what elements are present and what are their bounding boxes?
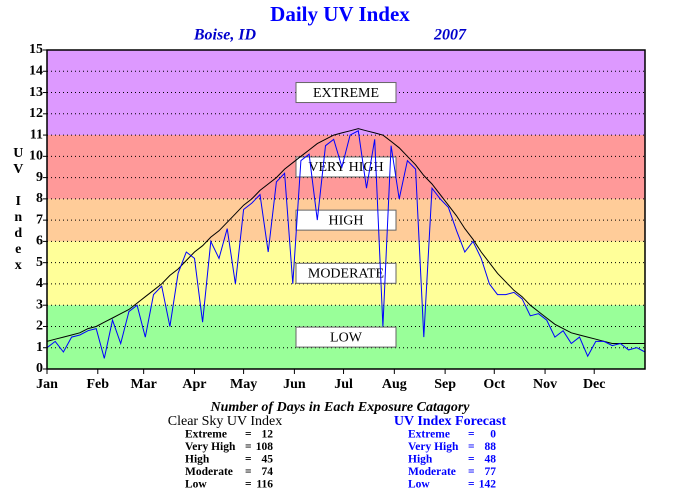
- band-label: EXTREME: [313, 86, 379, 101]
- summary-count: 88: [485, 441, 497, 453]
- x-tick-label: Dec: [583, 377, 606, 392]
- summary-separator: =: [468, 479, 475, 491]
- summary-separator: =: [245, 466, 252, 478]
- uv-line: [46, 130, 646, 359]
- summary-count: 12: [262, 429, 274, 441]
- summary-title: Clear Sky UV Index: [168, 414, 282, 429]
- y-tick-label: 7: [36, 212, 43, 227]
- y-tick-label: 9: [36, 170, 43, 185]
- x-tick-label: Sep: [434, 377, 456, 392]
- y-tick-label: 15: [29, 42, 43, 57]
- band-label-box: [295, 82, 397, 104]
- summary-separator: =: [468, 466, 475, 478]
- band-label: VERY HIGH: [308, 160, 383, 175]
- x-tick-label: Jul: [334, 377, 353, 392]
- summary-separator: =: [468, 429, 475, 441]
- band-label: MODERATE: [308, 267, 384, 282]
- summary-name: Very High: [408, 441, 459, 453]
- chart-title: Daily UV Index: [270, 2, 410, 26]
- y-tick-label: 12: [29, 106, 43, 121]
- summary-count: 142: [479, 479, 497, 491]
- summary-separator: =: [245, 479, 252, 491]
- x-tick-label: Nov: [533, 377, 557, 392]
- y-tick-label: 8: [36, 191, 43, 206]
- y-tick-label: 11: [30, 127, 43, 142]
- band-label-box: [295, 326, 397, 348]
- summary-heading: Number of Days in Each Exposure Catagory: [209, 400, 470, 415]
- summary-title: UV Index Forecast: [394, 414, 507, 429]
- summary-count: 116: [256, 479, 273, 491]
- y-tick-label: 14: [29, 63, 43, 78]
- summary-separator: =: [245, 429, 252, 441]
- y-tick-label: 2: [36, 319, 43, 334]
- band-label: LOW: [330, 330, 363, 345]
- summary-separator: =: [468, 454, 475, 466]
- summary-count: 74: [262, 466, 274, 478]
- summary-count: 45: [262, 454, 274, 466]
- x-tick-label: Jan: [36, 377, 58, 392]
- y-tick-label: 10: [29, 149, 43, 164]
- y-tick-label: 0: [36, 361, 43, 376]
- x-tick-label: Apr: [182, 377, 206, 392]
- band-label: HIGH: [329, 213, 364, 228]
- uv-line: [46, 128, 645, 344]
- x-tick-label: May: [230, 377, 257, 392]
- x-tick-label: Feb: [87, 377, 110, 392]
- summary-count: 48: [485, 454, 497, 466]
- y-tick-label: 4: [36, 276, 43, 291]
- y-tick-label: 1: [36, 340, 43, 355]
- y-tick-label: 5: [36, 255, 43, 270]
- y-tick-label: 13: [29, 85, 43, 100]
- band-label-box: [295, 209, 397, 231]
- summary-separator: =: [245, 441, 252, 453]
- x-tick-label: Oct: [483, 377, 505, 392]
- x-tick-label: Aug: [382, 377, 407, 392]
- band-label-box: [295, 262, 397, 284]
- summary-name: Low: [408, 479, 430, 491]
- summary-separator: =: [245, 454, 252, 466]
- summary-name: High: [408, 454, 433, 466]
- summary-name: Extreme: [185, 429, 227, 441]
- summary-name: Extreme: [408, 429, 450, 441]
- y-tick-label: 6: [36, 234, 43, 249]
- summary-name: Low: [185, 479, 207, 491]
- plot-frame: [46, 49, 646, 370]
- summary-count: 77: [485, 466, 497, 478]
- y-tick-label: 3: [36, 297, 43, 312]
- summary-name: Very High: [185, 441, 236, 453]
- x-tick-label: Mar: [130, 377, 156, 392]
- x-tick-label: Jun: [283, 377, 306, 392]
- summary-separator: =: [468, 441, 475, 453]
- summary-name: High: [185, 454, 210, 466]
- subtitle-year: 2007: [433, 27, 467, 44]
- summary-count: 108: [256, 441, 274, 453]
- y-axis-label: UV Index: [11, 146, 26, 274]
- summary-name: Moderate: [408, 466, 456, 478]
- subtitle-location: Boise, ID: [193, 27, 257, 44]
- summary-count: 0: [490, 429, 496, 441]
- summary-name: Moderate: [185, 466, 233, 478]
